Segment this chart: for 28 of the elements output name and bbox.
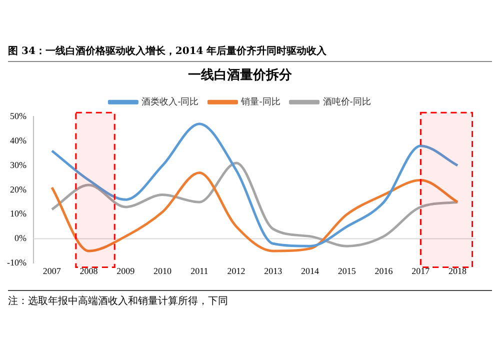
line-series bbox=[50, 172, 459, 252]
legend-label: 酒吨价-同比 bbox=[322, 96, 371, 108]
x-tick-label: 2017 bbox=[412, 266, 430, 276]
chart-subtitle: 一线白酒量价拆分 bbox=[188, 67, 293, 84]
y-tick-label: 40% bbox=[10, 135, 27, 146]
line-series bbox=[50, 122, 459, 248]
x-tick-label: 2012 bbox=[227, 266, 246, 276]
x-tick-label: 2016 bbox=[374, 266, 394, 276]
legend-label: 销量-同比 bbox=[240, 96, 280, 108]
chart-title: 图 34：一线白酒价格驱动收入增长，2014 年后量价齐升同时驱动收入 bbox=[8, 44, 492, 62]
x-tick-label: 2018 bbox=[448, 266, 468, 276]
x-tick-label: 2007 bbox=[42, 266, 62, 276]
x-tick-label: 2009 bbox=[116, 266, 136, 276]
x-tick-label: 2013 bbox=[264, 266, 283, 276]
x-tick-label: 2008 bbox=[80, 266, 98, 276]
x-tick-label: 2011 bbox=[190, 266, 208, 276]
x-tick-label: 2010 bbox=[154, 266, 172, 276]
text: 注：选取年报中高端酒收入和销量计算所得，下同 bbox=[8, 290, 492, 308]
y-tick-label: 50% bbox=[10, 110, 27, 121]
y-tick-label: -10% bbox=[6, 258, 27, 268]
legend-label: 酒类收入-同比 bbox=[142, 96, 199, 108]
y-tick-label: 30% bbox=[10, 160, 27, 170]
line-series bbox=[50, 162, 459, 248]
x-tick-label: 2014 bbox=[301, 266, 320, 276]
x-tick-label: 2015 bbox=[338, 266, 356, 276]
y-tick-label: 0% bbox=[14, 233, 27, 244]
y-tick-label: 20% bbox=[10, 184, 27, 194]
y-tick-label: 10% bbox=[10, 208, 27, 219]
